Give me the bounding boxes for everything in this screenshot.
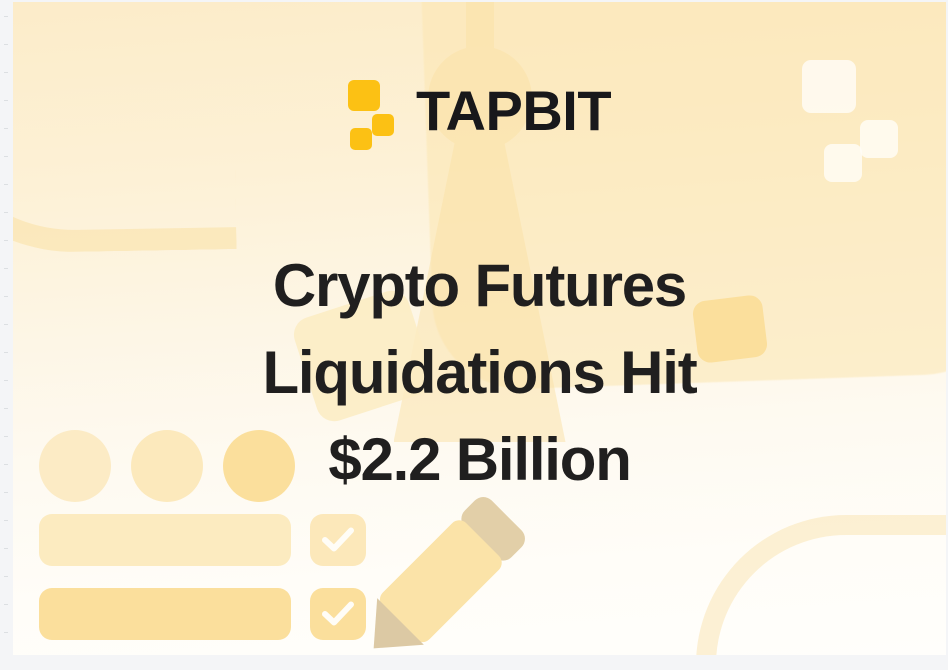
avatar-placeholder-1	[39, 430, 111, 502]
ruler-tick	[4, 548, 8, 549]
logo-square-3	[349, 128, 372, 150]
ruler-tick	[4, 352, 8, 353]
ruler-tick	[4, 268, 8, 269]
logo-square-1	[347, 80, 380, 111]
ruler-tick	[4, 100, 8, 101]
pencil-icon	[343, 497, 533, 655]
ruler-tick	[4, 212, 8, 213]
ruler-tick	[4, 520, 8, 521]
ruler-tick	[4, 408, 8, 409]
promo-banner: TAPBIT Crypto Futures Liquidations Hit $…	[13, 2, 946, 655]
ruler-tick	[4, 72, 8, 73]
headline-line-3: $2.2 Billion	[328, 426, 632, 493]
ruler-tick	[4, 380, 8, 381]
ruler-tick	[4, 604, 8, 605]
tapbit-squares-icon	[347, 80, 398, 150]
check-icon	[322, 527, 354, 552]
ruler-tick	[4, 128, 8, 129]
ruler-tick	[4, 464, 8, 465]
logo-square-2	[371, 114, 394, 136]
tapbit-squares-watermark-icon	[802, 60, 898, 182]
ruler-tick	[4, 632, 8, 633]
ruler-tick	[4, 240, 8, 241]
pencil-body	[379, 520, 502, 643]
ruler-tick	[4, 324, 8, 325]
headline-line-1: Crypto Futures	[272, 252, 687, 319]
field-placeholder-1	[39, 514, 291, 566]
ruler-tick	[4, 296, 8, 297]
ruler-tick	[4, 16, 8, 17]
checkbox-placeholder-2	[310, 588, 366, 640]
form-illustration	[25, 422, 405, 655]
pencil-tip	[373, 598, 424, 649]
pencil-eraser	[461, 497, 525, 561]
brand-wordmark: TAPBIT	[415, 79, 612, 142]
ruler-tick	[4, 436, 8, 437]
ruler-tick	[4, 184, 8, 185]
ruler-tick	[4, 44, 8, 45]
left-ruler-gutter	[0, 0, 13, 658]
headline-line-2: Liquidations Hit	[262, 339, 697, 406]
checkbox-placeholder-1	[310, 514, 366, 566]
watermark-square-1	[802, 60, 856, 113]
page-title: Crypto Futures Liquidations Hit $2.2 Bil…	[13, 242, 946, 503]
pencil-shape	[373, 497, 525, 649]
brand-lockup: TAPBIT	[13, 79, 946, 150]
avatar-placeholder-3	[223, 430, 295, 502]
ruler-tick	[4, 156, 8, 157]
watermark-square-2	[860, 120, 898, 158]
ruler-tick	[4, 576, 8, 577]
ruler-tick	[4, 492, 8, 493]
field-placeholder-2	[39, 588, 291, 640]
watermark-square-3	[824, 144, 862, 182]
check-icon	[322, 601, 354, 626]
avatar-placeholder-2	[131, 430, 203, 502]
